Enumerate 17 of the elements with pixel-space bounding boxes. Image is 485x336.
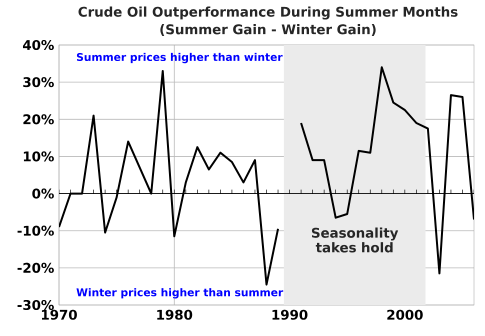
chart-subtitle: (Summer Gain - Winter Gain) [160,24,376,36]
y-tick-label: 40% [22,40,54,50]
y-tick-label: 20% [23,114,54,124]
x-tick-label: 1970 [42,310,77,320]
x-tick-label: 1980 [157,310,192,320]
annotation: Summer prices higher than winter [76,52,283,64]
y-tick-label: 30% [23,77,54,88]
y-tick-label: 10% [24,151,54,162]
band-label: Seasonality takes hold [312,227,398,252]
x-tick-label: 1990 [272,310,308,320]
y-tick-label: -20% [18,262,54,273]
y-tick-label: 0% [32,188,54,199]
y-tick-label: -30% [18,300,54,310]
x-tick-label: 2000 [387,310,423,320]
annotation: Winter prices higher than summer [76,288,284,298]
chart-title: Crude Oil Outperformance During Summer Months [78,6,458,20]
y-tick-label: -10% [18,226,54,236]
